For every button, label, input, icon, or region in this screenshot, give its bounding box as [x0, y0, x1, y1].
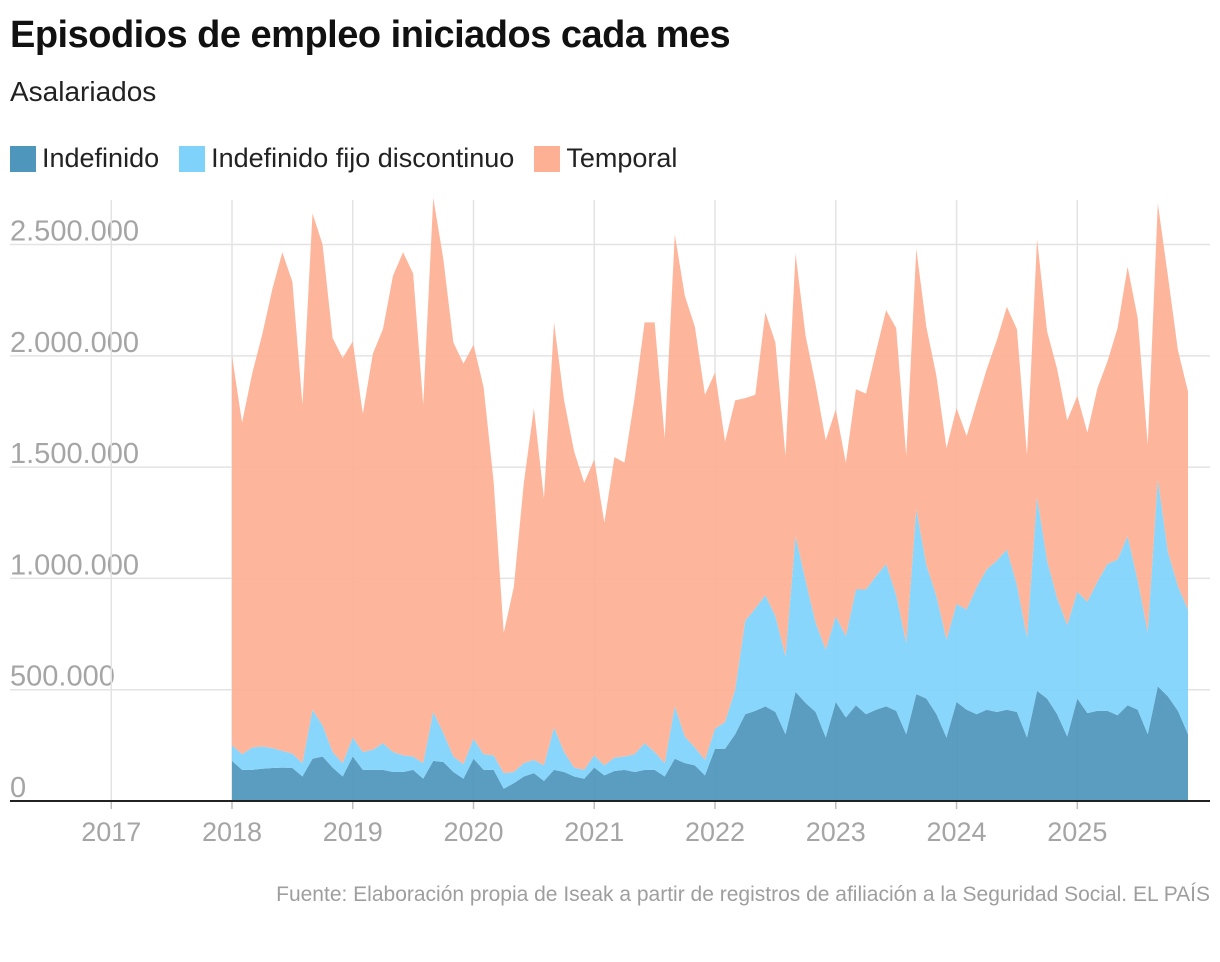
legend-item-fijo-discontinuo: Indefinido fijo discontinuo [179, 143, 514, 174]
chart-subtitle: Asalariados [10, 76, 157, 107]
chart-title: Episodios de empleo iniciados cada mes [10, 14, 731, 56]
y-tick-label: 1.500.000 [10, 438, 139, 470]
x-tick-label: 2020 [443, 817, 503, 847]
area-chart: 0 500.000 1.000.000 1.500.000 2.000.000 2.500… [10, 197, 1210, 847]
x-tick-label: 2023 [806, 817, 866, 847]
y-tick-label: 2.000.000 [10, 327, 139, 359]
legend-swatch-fijo-discontinuo [179, 145, 206, 172]
source-note: Fuente: Elaboración propia de Iseak a pa… [276, 883, 1210, 906]
legend-label-temporal: Temporal [566, 143, 678, 173]
y-tick-label: 1.000.000 [10, 549, 139, 581]
legend-label-indefinido: Indefinido [42, 143, 160, 173]
area-temporal [232, 197, 1188, 774]
legend-item-temporal: Temporal [534, 143, 677, 174]
area-fijo-discontinuo [232, 479, 1188, 789]
area-indefinido [232, 686, 1188, 801]
legend-swatch-indefinido [10, 145, 36, 172]
legend-label-fijo-discontinuo: Indefinido fijo discontinuo [211, 143, 515, 173]
y-tick-label: 500.000 [10, 661, 115, 693]
x-tick-label: 2022 [685, 817, 745, 847]
x-tick-label: 2019 [323, 817, 383, 847]
x-tick-label: 2018 [202, 817, 262, 847]
legend-swatch-temporal [534, 145, 561, 172]
legend-item-indefinido: Indefinido [10, 143, 159, 174]
y-tick-label: 2.500.000 [10, 216, 139, 248]
x-tick-label: 2017 [81, 817, 141, 847]
x-tick-label: 2024 [927, 817, 987, 847]
y-tick-label: 0 [10, 772, 26, 804]
legend: Indefinido Indefinido fijo discontinuo T… [10, 143, 697, 174]
x-tick-label: 2025 [1047, 817, 1107, 847]
x-tick-label: 2021 [564, 817, 624, 847]
